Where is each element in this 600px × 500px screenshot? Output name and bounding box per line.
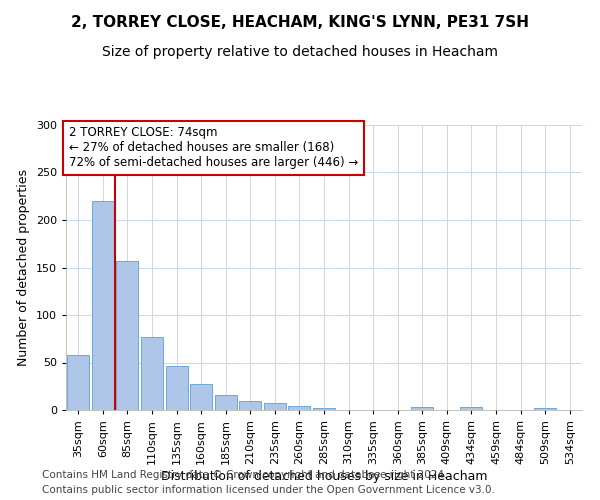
Y-axis label: Number of detached properties: Number of detached properties [17, 169, 30, 366]
Bar [534, 408, 556, 410]
Bar [313, 408, 335, 410]
Bar [166, 366, 188, 410]
Bar [289, 406, 310, 410]
Bar [67, 355, 89, 410]
Bar [92, 201, 114, 410]
Text: 2 TORREY CLOSE: 74sqm
← 27% of detached houses are smaller (168)
72% of semi-det: 2 TORREY CLOSE: 74sqm ← 27% of detached … [68, 126, 358, 170]
Bar [264, 404, 286, 410]
Bar [141, 337, 163, 410]
Text: 2, TORREY CLOSE, HEACHAM, KING'S LYNN, PE31 7SH: 2, TORREY CLOSE, HEACHAM, KING'S LYNN, P… [71, 15, 529, 30]
Bar [116, 261, 139, 410]
Bar [460, 407, 482, 410]
Bar [215, 395, 237, 410]
Bar [411, 407, 433, 410]
Bar [239, 402, 262, 410]
X-axis label: Distribution of detached houses by size in Heacham: Distribution of detached houses by size … [161, 470, 487, 482]
Text: Size of property relative to detached houses in Heacham: Size of property relative to detached ho… [102, 45, 498, 59]
Text: Contains public sector information licensed under the Open Government Licence v3: Contains public sector information licen… [42, 485, 495, 495]
Text: Contains HM Land Registry data © Crown copyright and database right 2024.: Contains HM Land Registry data © Crown c… [42, 470, 448, 480]
Bar [190, 384, 212, 410]
